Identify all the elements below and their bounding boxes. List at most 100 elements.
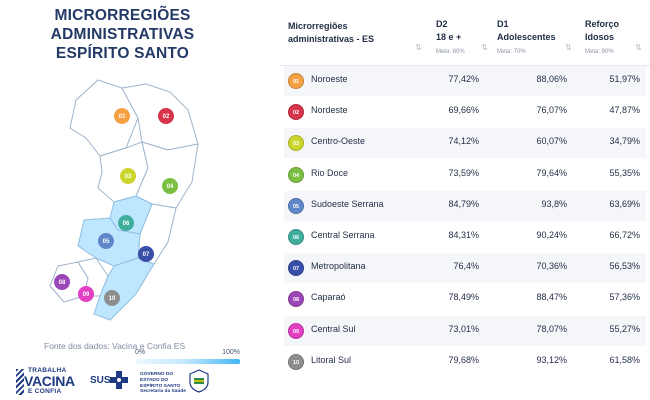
- table-row[interactable]: 09 Central Sul 73,01% 78,07% 55,27%: [284, 315, 646, 346]
- region-number-badge: 10: [288, 353, 304, 370]
- region-number-badge: 01: [288, 73, 304, 89]
- col-header-d1[interactable]: D1 Adolescentes Meta: 70%: [497, 19, 556, 55]
- sort-d2-icon[interactable]: ⇅: [481, 43, 488, 52]
- region-name: Central Sul: [311, 323, 356, 334]
- map-marker-03[interactable]: 03: [120, 168, 136, 184]
- col-header-region[interactable]: Microrregiões administrativas - ES: [288, 21, 375, 44]
- region-name: Litoral Sul: [311, 354, 352, 365]
- map-marker-09[interactable]: 09: [78, 286, 94, 302]
- d1-value: 78,07%: [536, 323, 567, 334]
- region-number-badge: 02: [288, 104, 304, 121]
- table-row[interactable]: 04 Rio Doce 73,59% 79,64% 55,35%: [284, 160, 646, 190]
- region-number-badge: 03: [288, 135, 304, 152]
- map-marker-05[interactable]: 05: [98, 233, 114, 249]
- governo-es-logo: GOVERNO DO ESTADO DO ESPÍRITO SANTO Secr…: [140, 368, 210, 396]
- map-title: MICRORREGIÕES ADMINISTRATIVAS ESPÍRITO S…: [50, 7, 195, 62]
- legend-gradient-bar: [135, 359, 240, 364]
- svg-text:10: 10: [109, 296, 116, 302]
- d1-value: 60,07%: [536, 136, 567, 147]
- d1-value: 79,64%: [536, 167, 567, 178]
- svg-text:03: 03: [125, 174, 132, 180]
- d2-value: 78,49%: [448, 292, 479, 303]
- vaccination-table: Microrregiões administrativas - ES ⇅ D2 …: [279, 0, 650, 400]
- region-name: Caparaó: [311, 292, 346, 303]
- table-row[interactable]: 07 Metropolitana 76,4% 70,36% 56,53%: [284, 253, 646, 284]
- col-header-reforco[interactable]: Reforço Idosos Meta: 90%: [585, 19, 620, 55]
- table-row[interactable]: 08 Caparaó 78,49% 88,47% 57,36%: [284, 284, 646, 314]
- d1-value: 93,12%: [536, 354, 567, 365]
- reforco-value: 55,35%: [609, 167, 640, 178]
- reforco-value: 47,87%: [609, 105, 640, 116]
- d1-value: 93,8%: [541, 198, 567, 209]
- region-name: Sudoeste Serrana: [311, 198, 384, 209]
- svg-text:09: 09: [83, 292, 90, 298]
- table-row[interactable]: 06 Central Serrana 84,31% 90,24% 66,72%: [284, 222, 646, 252]
- reforco-value: 34,79%: [609, 136, 640, 147]
- reforco-value: 56,53%: [609, 261, 640, 272]
- map-marker-04[interactable]: 04: [162, 178, 178, 194]
- svg-text:08: 08: [59, 280, 66, 286]
- d2-value: 79,68%: [448, 354, 479, 365]
- d1-value: 88,47%: [536, 292, 567, 303]
- svg-text:01: 01: [119, 114, 126, 120]
- sort-d1-icon[interactable]: ⇅: [565, 43, 572, 52]
- table-row[interactable]: 01 Noroeste 77,42% 88,06% 51,97%: [284, 66, 646, 96]
- reforco-value: 55,27%: [609, 323, 640, 334]
- stripe-icon: [16, 369, 24, 395]
- table-row[interactable]: 03 Centro-Oeste 74,12% 60,07% 34,79%: [284, 128, 646, 159]
- data-source: Fonte dos dados: Vacina e Confia ES: [44, 341, 186, 351]
- legend-min: 0%: [135, 349, 146, 356]
- region-number-badge: 07: [288, 260, 304, 277]
- region-number-badge: 04: [288, 166, 304, 183]
- vacina-confia-logo: TRABALHA VACINA E CONFIA: [14, 366, 76, 398]
- map-marker-06[interactable]: 06: [118, 215, 134, 231]
- table-header: Microrregiões administrativas - ES ⇅ D2 …: [279, 0, 650, 66]
- d1-value: 76,07%: [536, 105, 567, 116]
- map-panel: MICRORREGIÕES ADMINISTRATIVAS ESPÍRITO S…: [0, 0, 245, 400]
- d2-value: 77,42%: [448, 74, 479, 84]
- d2-value: 76,4%: [453, 261, 479, 272]
- svg-text:07: 07: [143, 252, 150, 258]
- region-name: Noroeste: [311, 74, 348, 84]
- sort-reforco-icon[interactable]: ⇅: [635, 43, 642, 52]
- map-marker-07[interactable]: 07: [138, 246, 154, 262]
- d2-value: 74,12%: [448, 136, 479, 147]
- d2-value: 84,79%: [448, 198, 479, 209]
- svg-text:04: 04: [167, 184, 174, 190]
- d1-value: 90,24%: [536, 230, 567, 240]
- table-row[interactable]: 02 Nordeste 69,66% 76,07% 47,87%: [284, 97, 646, 127]
- region-name: Metropolitana: [311, 261, 366, 272]
- table-row[interactable]: 10 Litoral Sul 79,68% 93,12% 61,58%: [284, 347, 646, 377]
- sort-region-icon[interactable]: ⇅: [415, 43, 422, 52]
- region-number-badge: 05: [288, 197, 304, 214]
- map-region-litoral-sul[interactable]: [93, 257, 155, 321]
- reforco-value: 51,97%: [609, 74, 640, 84]
- region-name: Rio Doce: [311, 167, 349, 178]
- table-row[interactable]: 05 Sudoeste Serrana 84,79% 93,8% 63,69%: [284, 190, 646, 221]
- d1-value: 70,36%: [536, 261, 567, 272]
- map-marker-02[interactable]: 02: [158, 108, 174, 124]
- map-marker-01[interactable]: 01: [114, 108, 130, 124]
- map-region-rio-doce[interactable]: [135, 141, 199, 209]
- col-header-d2[interactable]: D2 18 e + Meta: 80%: [436, 19, 465, 55]
- map-marker-08[interactable]: 08: [54, 274, 70, 290]
- reforco-value: 57,36%: [609, 292, 640, 303]
- region-number-badge: 09: [288, 322, 304, 339]
- region-number-badge: 06: [288, 229, 304, 245]
- svg-text:05: 05: [103, 239, 110, 245]
- reforco-value: 66,72%: [609, 230, 640, 240]
- sus-cross-icon: [110, 371, 128, 389]
- sus-logo: SUS: [90, 370, 130, 394]
- d2-value: 73,59%: [448, 167, 479, 178]
- region-number-badge: 08: [288, 291, 304, 308]
- region-name: Centro-Oeste: [311, 136, 366, 147]
- reforco-value: 63,69%: [609, 198, 640, 209]
- svg-text:06: 06: [123, 221, 130, 227]
- state-seal-icon: [189, 369, 209, 393]
- region-name: Nordeste: [311, 105, 348, 116]
- d1-value: 88,06%: [536, 74, 567, 84]
- map-marker-10[interactable]: 10: [104, 290, 120, 306]
- color-legend: 0% 100%: [135, 349, 240, 364]
- d2-value: 73,01%: [448, 323, 479, 334]
- logo-bar: TRABALHA VACINA E CONFIA SUS GOVERNO DO …: [0, 364, 245, 400]
